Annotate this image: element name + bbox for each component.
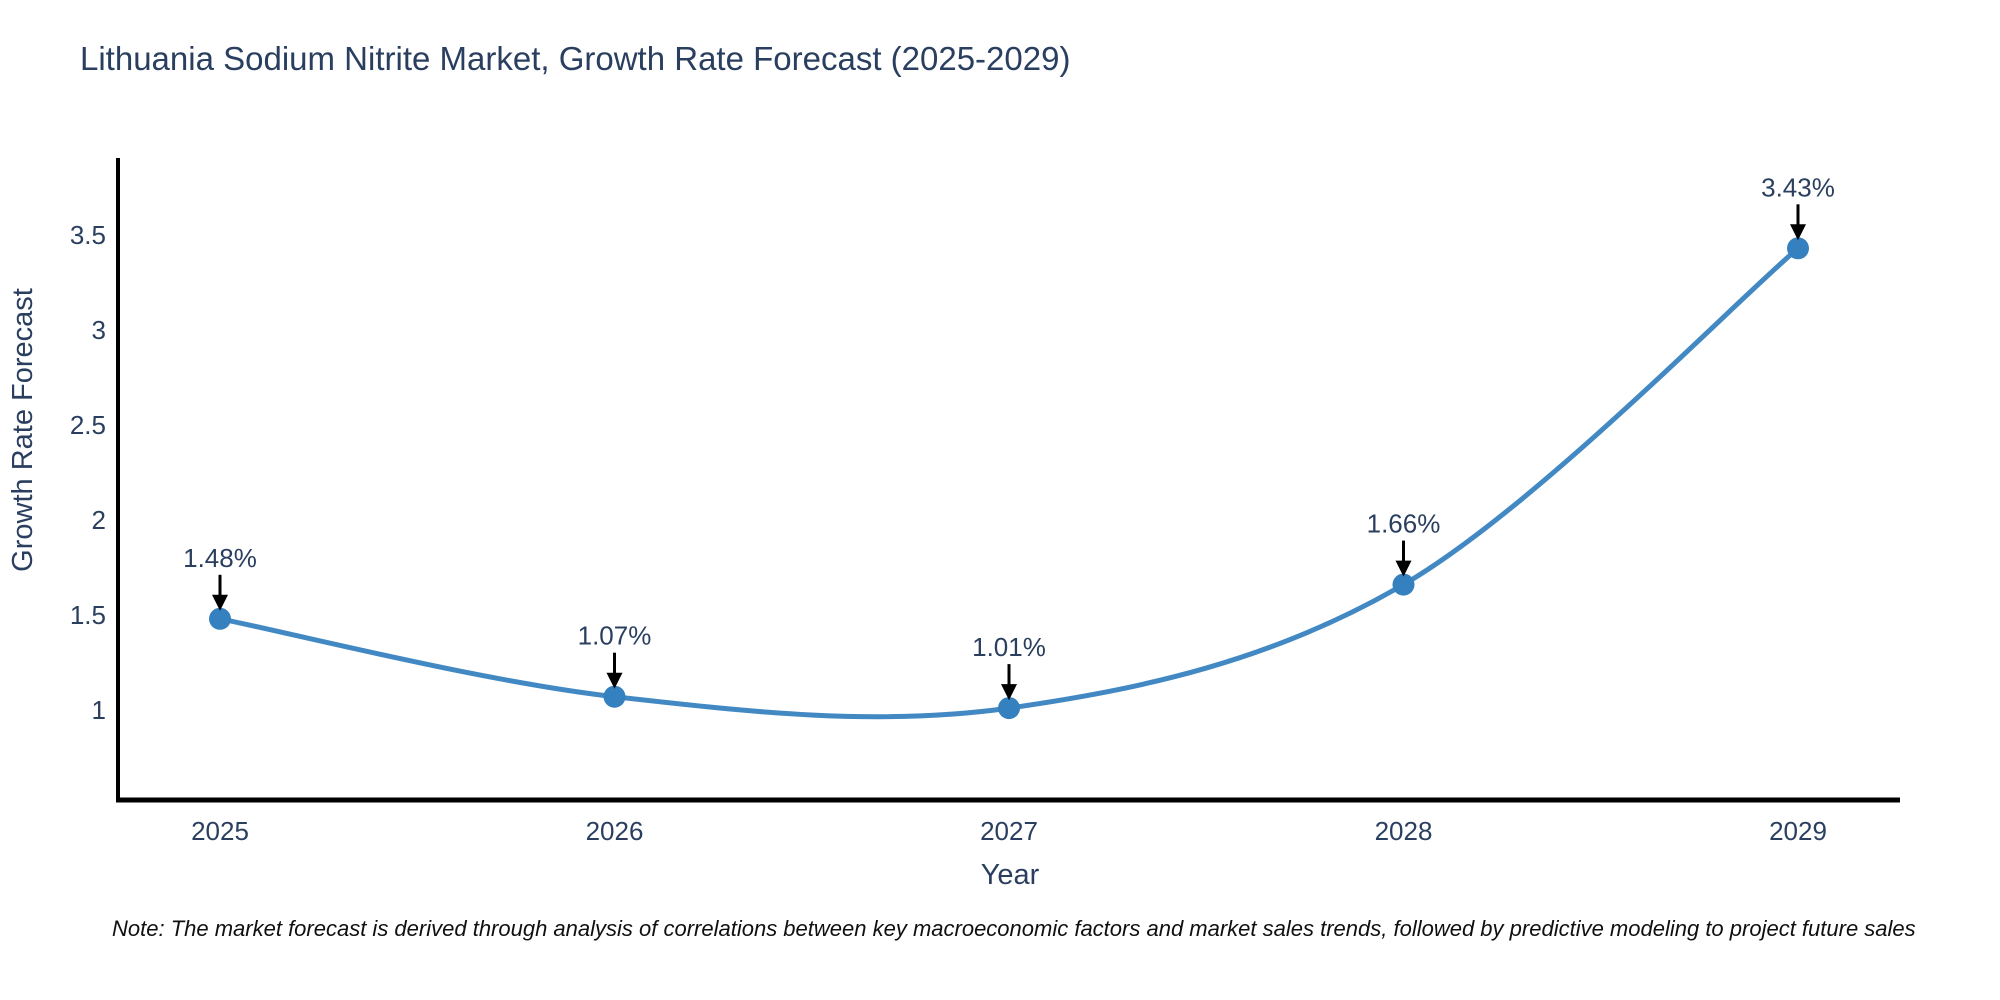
data-point-marker[interactable]	[1787, 237, 1809, 260]
point-annotation: 1.01%	[972, 632, 1046, 701]
footnote: Note: The market forecast is derived thr…	[112, 916, 1916, 941]
x-tick-label: 2026	[586, 816, 644, 846]
point-annotation: 1.66%	[1367, 509, 1441, 577]
y-tick-label: 3.5	[70, 220, 106, 250]
annotation-label: 1.66%	[1367, 509, 1441, 539]
x-axis-title: Year	[981, 859, 1040, 891]
data-point-marker[interactable]	[1392, 573, 1415, 596]
point-annotation: 1.07%	[578, 621, 652, 689]
annotation-arrowhead	[212, 594, 228, 611]
annotation-arrowhead	[1001, 684, 1017, 701]
y-tick-label: 1	[92, 695, 106, 725]
annotation-label: 1.07%	[578, 621, 652, 651]
x-tick-label: 2027	[980, 816, 1038, 846]
x-tick-label: 2029	[1769, 816, 1827, 846]
data-point-marker[interactable]	[998, 697, 1020, 720]
x-tick-label: 2028	[1375, 816, 1433, 846]
annotation-arrowhead	[1790, 224, 1806, 241]
x-tick-label: 2025	[191, 816, 249, 846]
annotation-arrowhead	[1395, 560, 1412, 577]
y-tick-label: 1.5	[70, 600, 106, 630]
annotation-arrowhead	[606, 672, 623, 689]
y-axis-title: Growth Rate Forecast	[7, 288, 39, 572]
y-tick-label: 2	[92, 505, 106, 535]
data-point-marker[interactable]	[209, 607, 231, 630]
annotation-label: 1.01%	[972, 632, 1046, 662]
point-annotation: 1.48%	[183, 543, 257, 611]
data-point-marker[interactable]	[603, 685, 626, 708]
y-tick-label: 3	[92, 315, 106, 345]
chart-title: Lithuania Sodium Nitrite Market, Growth …	[80, 40, 1071, 77]
annotation-label: 1.48%	[183, 543, 257, 573]
point-annotation: 3.43%	[1761, 172, 1835, 241]
annotation-label: 3.43%	[1761, 172, 1835, 202]
y-tick-label: 2.5	[70, 410, 106, 440]
